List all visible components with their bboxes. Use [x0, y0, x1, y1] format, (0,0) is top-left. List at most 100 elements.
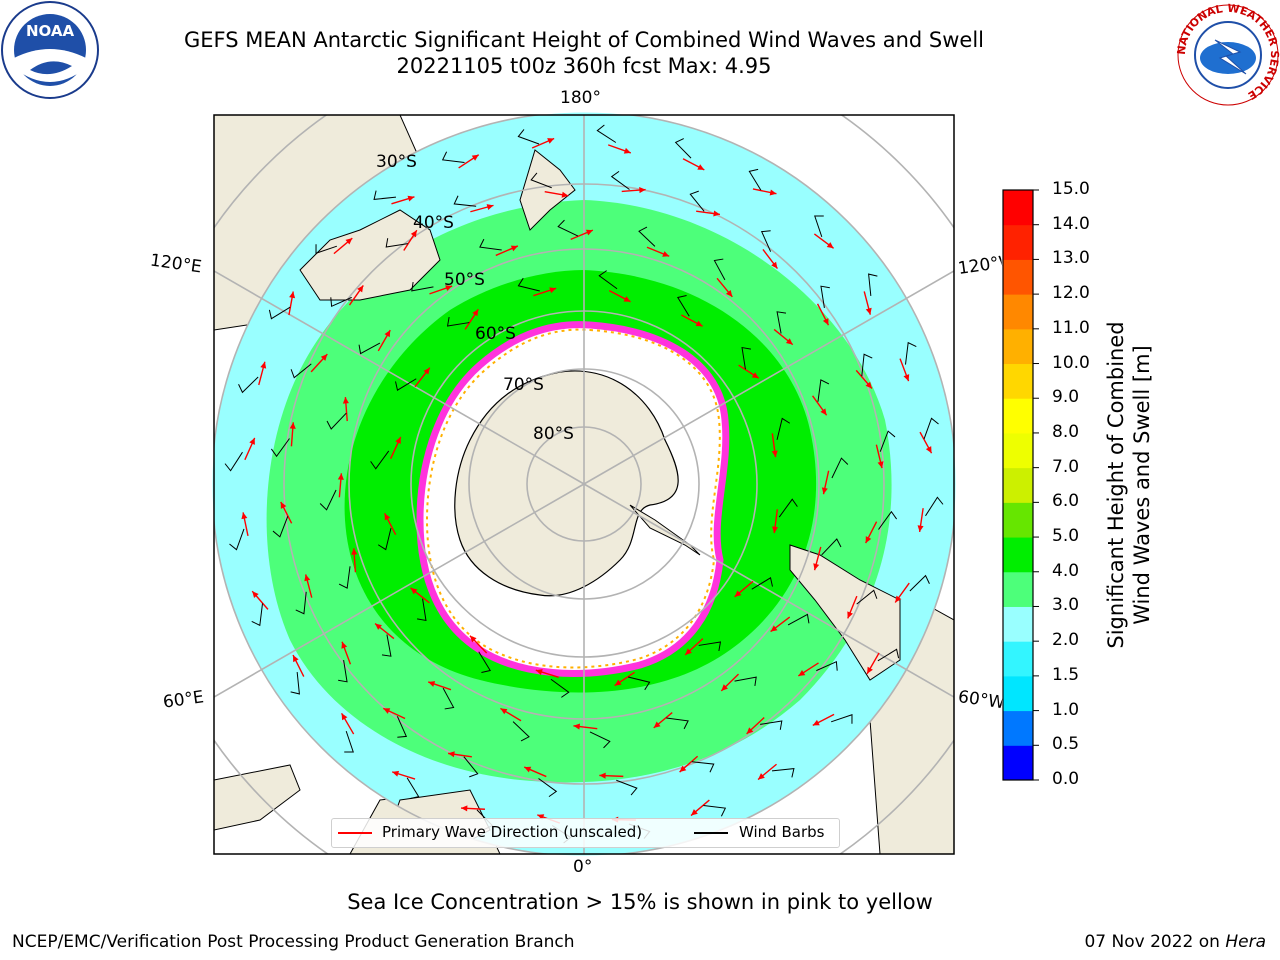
svg-text:NOAA: NOAA [26, 22, 75, 40]
colorbar-segment [1003, 571, 1033, 607]
colorbar-segment [1003, 467, 1033, 503]
wave-arrowhead [813, 563, 820, 571]
wave-arrowhead [771, 450, 778, 458]
wind-barb [666, 717, 689, 730]
lat-label-40s: 40°S [413, 213, 454, 233]
wind-barb [478, 651, 491, 673]
wind-barb [856, 589, 878, 605]
wave-direction-arrows [241, 137, 933, 824]
wave-arrowhead [653, 721, 661, 728]
wind-barb [868, 273, 878, 297]
wind-barb [326, 412, 347, 430]
wave-arrowhead [770, 625, 778, 632]
wind-barb [820, 285, 830, 308]
wind-barb [821, 538, 842, 556]
wind-barb [268, 306, 291, 320]
wave-arrowhead [820, 408, 827, 416]
wave-arrowhead [357, 285, 364, 293]
wave-arrowhead [903, 374, 910, 382]
wave-arrowhead [785, 338, 793, 345]
colorbar-tick-label: 4.0 [1052, 560, 1080, 581]
wind-barb [446, 317, 470, 327]
wind-barb [610, 170, 630, 190]
wind-barb [538, 778, 558, 798]
wave-arrowhead [691, 809, 698, 816]
colorbar-segment [1003, 675, 1033, 712]
lat-label-30s: 30°S [376, 152, 417, 172]
wave-arrowhead [847, 611, 853, 619]
nws-logo-icon: NATIONAL WEATHER SERVICE [1175, 2, 1280, 106]
colorbar-tick-label: 14.0 [1052, 213, 1090, 234]
wind-barb [406, 777, 420, 800]
colorbar-segment [1003, 363, 1033, 399]
wave-arrowhead [812, 719, 820, 726]
wind-barb [925, 496, 944, 517]
wave-arrowhead [679, 765, 687, 773]
wave-arrowhead [821, 487, 828, 495]
wave-arrowhead [561, 191, 569, 198]
wind-barb [330, 296, 352, 308]
wind-barb [417, 598, 427, 622]
wind-barb [295, 591, 307, 615]
wind-barb [338, 660, 348, 683]
wave-arrowhead [428, 681, 436, 687]
wind-barb [251, 603, 264, 627]
wave-arrowhead [345, 238, 353, 245]
wind-barb [411, 281, 434, 292]
wave-arrowhead [734, 590, 742, 597]
wave-arrowhead [375, 623, 382, 630]
wave-arrowhead [721, 684, 728, 691]
footer-date: 07 Nov 2022 on Hera [1084, 932, 1266, 952]
wave-arrowhead [771, 261, 778, 269]
wind-barb [512, 721, 530, 742]
colorbar-segment [1003, 537, 1033, 573]
wave-arrowhead [547, 138, 555, 144]
colorbar-tick-label: 5.0 [1052, 526, 1080, 547]
wind-barb [878, 510, 898, 530]
wave-arrowhead [697, 164, 705, 170]
lat-label-50s: 50°S [444, 270, 485, 290]
wave-arrowhead [895, 595, 902, 603]
wind-barb [638, 226, 656, 247]
wave-arrowhead [798, 669, 806, 676]
wave-arrowhead [337, 473, 344, 480]
wave-arrowhead [685, 648, 692, 655]
wind-barb [550, 678, 570, 698]
wind-barb [290, 671, 300, 695]
wind-barb [338, 566, 351, 589]
wind-barb [628, 676, 651, 691]
colorbar-tick-label: 6.0 [1052, 491, 1080, 512]
wind-barb [229, 528, 245, 551]
wave-arrowhead [280, 501, 287, 509]
wave-arrowhead [822, 318, 829, 326]
wave-arrowhead [662, 251, 670, 257]
wave-arrowhead [252, 591, 259, 598]
colorbar-tick-label: 15.0 [1052, 179, 1090, 199]
footer-branch: NCEP/EMC/Verification Post Processing Pr… [12, 932, 575, 952]
wind-barb [817, 379, 830, 402]
wave-arrowhead [289, 422, 296, 429]
wind-barb [879, 430, 896, 452]
wave-arrowhead [573, 723, 581, 730]
wave-arrowhead [695, 320, 703, 327]
wave-arrowhead [917, 525, 924, 532]
wind-barb [319, 489, 337, 511]
colorbar-segment [1003, 398, 1033, 434]
wave-arrowhead [865, 536, 872, 544]
wave-arrowhead [614, 679, 622, 686]
wind-barb [344, 730, 354, 753]
wind-barb [689, 190, 705, 212]
wind-barb [741, 346, 751, 370]
wind-barb [776, 417, 791, 440]
wind-barb [734, 676, 757, 687]
sea-ice-note: Sea Ice Concentration > 15% is shown in … [347, 890, 933, 914]
wind-barb [530, 172, 552, 189]
wind-barb [691, 761, 715, 773]
wind-barb-legend-label: Wind Barbs [739, 823, 825, 841]
wave-arrowhead [341, 713, 348, 721]
wind-barb [224, 451, 243, 472]
colorbar-tick-label: 12.0 [1052, 283, 1090, 304]
wind-barb [396, 716, 408, 738]
wave-arrowhead [260, 361, 267, 369]
wave-direction-legend-label: Primary Wave Direction (unscaled) [382, 823, 643, 841]
